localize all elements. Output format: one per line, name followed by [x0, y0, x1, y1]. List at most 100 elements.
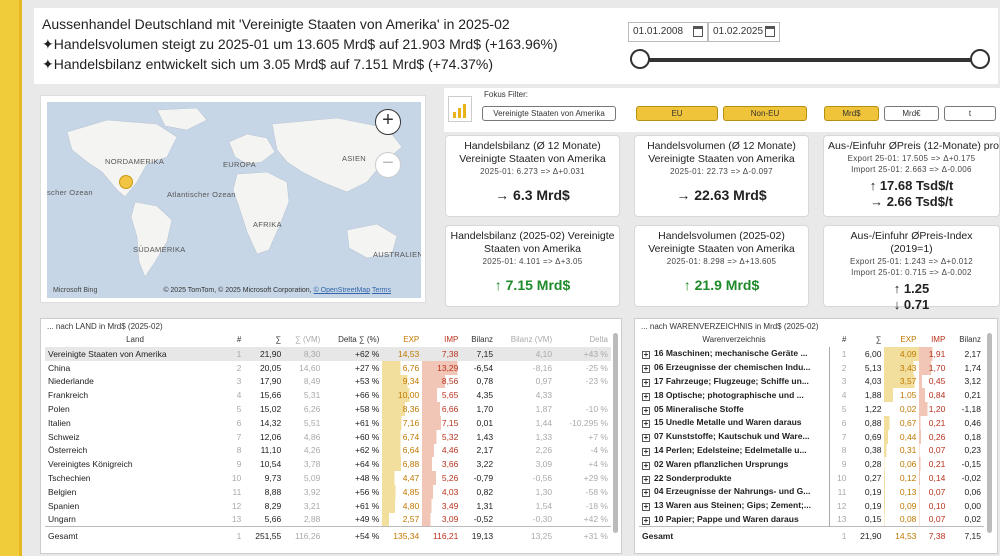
table-row[interactable]: China 2 20,05 14,60 +27 % 6,76 13,29 -6,54 -8,16…: [45, 360, 611, 375]
expand-icon[interactable]: +: [642, 460, 650, 470]
unit-eur-button[interactable]: Mrd€: [884, 106, 939, 121]
expand-icon[interactable]: +: [642, 433, 650, 443]
table-row[interactable]: +04 Erzeugnisse der Nahrungs- und G... 11…: [639, 484, 984, 499]
table-row[interactable]: Polen 5 15,02 6,26 +58 % 8,36 6,66 1,70 1,87 -10 …: [45, 402, 611, 416]
table-row[interactable]: Vereinigtes Königreich 9 10,54 3,78 +64 % 6,8…: [45, 457, 611, 472]
usa-bubble-marker[interactable]: [119, 175, 133, 189]
table-cell: 1,33: [535, 431, 553, 442]
table-cell: Ungarn: [48, 514, 76, 525]
col-sum[interactable]: ∑: [275, 334, 282, 344]
col-delta[interactable]: Delta: [589, 334, 608, 344]
table-row[interactable]: +07 Kunststoffe; Kautschuk und Ware... 7 0…: [639, 429, 984, 444]
col-sum-vm[interactable]: ∑ (VM): [295, 334, 321, 344]
zoom-out-button[interactable]: −: [375, 152, 401, 178]
country-table-scrollbar[interactable]: [613, 333, 618, 533]
unit-usd-button[interactable]: Mrd$: [824, 106, 879, 121]
terms-link[interactable]: Terms: [371, 287, 391, 294]
table-cell: 4,03: [864, 376, 882, 387]
expand-icon[interactable]: +: [642, 364, 650, 374]
col-land[interactable]: Land: [126, 334, 144, 344]
col-warenverzeichnis[interactable]: Warenverzeichnis: [702, 334, 766, 344]
osm-link[interactable]: © OpenStreetMap: [313, 287, 371, 294]
end-date-input[interactable]: 01.02.2025: [708, 22, 780, 42]
table-row[interactable]: Ungarn 13 5,66 2,88 +49 % 2,57 3,09 -0,52 -0,30 +…: [45, 512, 611, 527]
table-cell: [555, 388, 611, 402]
table-row[interactable]: +18 Optische; photographische und ... 4 1,…: [639, 388, 984, 403]
total-cell: 13,25: [496, 525, 556, 545]
table-row[interactable]: +02 Waren pflanzlichen Ursprungs 9 0,28 0,0…: [639, 457, 984, 472]
table-cell: -0,52: [473, 514, 494, 525]
table-cell: Spanien: [48, 500, 80, 511]
col-bilanz[interactable]: Bilanz: [959, 334, 981, 344]
accent-sidebar: [0, 0, 22, 556]
table-row[interactable]: +06 Erzeugnisse der chemischen Indu... 2 5…: [639, 360, 984, 375]
col-exp[interactable]: EXP: [900, 334, 917, 344]
fokus-filter-country[interactable]: Vereinigte Staaten von Amerika: [482, 106, 616, 121]
table-row[interactable]: +17 Fahrzeuge; Flugzeuge; Schiffe un... 3…: [639, 374, 984, 389]
date-slider-start-handle[interactable]: [630, 49, 650, 69]
col-bilanz-vm[interactable]: Bilanz (VM): [510, 334, 553, 344]
table-cell: 0,27: [864, 473, 882, 484]
table-cell: 4,33: [535, 390, 553, 401]
col-sum[interactable]: ∑: [875, 334, 882, 344]
table-row[interactable]: +14 Perlen; Edelsteine; Edelmetalle u...…: [639, 443, 984, 458]
expand-icon[interactable]: +: [642, 391, 650, 401]
table-cell: 14,60: [299, 362, 321, 373]
start-date-input[interactable]: 01.01.2008: [628, 22, 708, 42]
table-row[interactable]: Österreich 8 11,10 4,26 +62 % 6,64 4,46 2,17 2,2…: [45, 443, 611, 458]
table-cell: 0,45: [919, 374, 949, 389]
goods-table-scrollbar[interactable]: [987, 333, 992, 533]
table-cell: 0,15: [864, 514, 882, 525]
calendar-icon[interactable]: [765, 26, 775, 37]
col-rank[interactable]: #: [842, 334, 847, 344]
table-row[interactable]: +13 Waren aus Steinen; Gips; Zement;... 1…: [639, 498, 984, 513]
expand-icon[interactable]: +: [642, 488, 650, 498]
expand-icon[interactable]: +: [642, 377, 650, 387]
table-row[interactable]: Tschechien 10 9,73 5,09 +48 % 4,47 5,26 -0,79 -0…: [45, 471, 611, 485]
table-cell: 2,17: [964, 348, 981, 359]
table-row[interactable]: Frankreich 4 15,66 5,31 +66 % 10,00 5,65 4,35 4,…: [45, 388, 611, 403]
page-title: Aussenhandel Deutschland mit 'Vereinigte…: [42, 16, 510, 32]
col-delta-sum[interactable]: Delta ∑ (%): [338, 334, 380, 344]
table-row[interactable]: Vereinigte Staaten von Amerika 1 21,90 8,30…: [45, 347, 611, 361]
col-imp[interactable]: IMP: [444, 334, 459, 344]
filter-eu-button[interactable]: EU: [636, 106, 718, 121]
kpi-card-volume-month: Handelsvolumen (2025-02) Vereinigte Staa…: [634, 225, 809, 307]
table-row[interactable]: +05 Mineralische Stoffe 5 1,22 0,02 1,20 -1,1…: [639, 402, 984, 416]
table-row[interactable]: +22 Sonderprodukte 10 0,27 0,12 0,14 -0,02: [639, 471, 984, 485]
table-row[interactable]: Schweiz 7 12,06 4,86 +60 % 6,74 5,32 1,43 1,33 +7…: [45, 429, 611, 444]
calendar-icon[interactable]: [693, 26, 703, 37]
expand-icon[interactable]: +: [642, 474, 650, 484]
filter-non-eu-button[interactable]: Non-EU: [723, 106, 807, 121]
map-canvas[interactable]: NORDAMERIKA EUROPA ASIEN scher Ozean Atl…: [47, 102, 421, 298]
expand-icon[interactable]: +: [642, 446, 650, 456]
table-cell: 0,07: [919, 512, 949, 527]
table-row[interactable]: +16 Maschinen; mechanische Geräte ... 1 6,…: [639, 347, 984, 361]
col-exp[interactable]: EXP: [403, 334, 420, 344]
date-slider-end-handle[interactable]: [970, 49, 990, 69]
col-rank[interactable]: #: [236, 334, 242, 344]
table-row[interactable]: Spanien 12 8,29 3,21 +61 % 4,80 3,49 1,31 1,54 -1…: [45, 498, 611, 513]
expand-icon[interactable]: +: [642, 502, 650, 512]
table-row[interactable]: Belgien 11 8,88 3,92 +56 % 4,85 4,03 0,82 1,30 -5…: [45, 484, 611, 499]
table-cell: Italien: [48, 417, 71, 428]
expand-icon[interactable]: +: [642, 405, 650, 415]
table-row[interactable]: +15 Unedle Metalle und Waren daraus 6 0,88…: [639, 415, 984, 430]
col-bilanz[interactable]: Bilanz: [471, 334, 494, 344]
table-row[interactable]: Niederlande 3 17,90 8,49 +53 % 9,34 8,56 0,78 0,…: [45, 374, 611, 389]
expand-icon[interactable]: +: [642, 350, 650, 360]
table-cell: 0,06: [884, 457, 920, 472]
col-imp[interactable]: IMP: [931, 334, 946, 344]
unit-tonnes-button[interactable]: t: [944, 106, 996, 121]
table-cell: 1,74: [964, 362, 981, 373]
table-cell: 0,13: [884, 484, 920, 499]
table-cell: 0,78: [476, 376, 494, 387]
expand-icon[interactable]: +: [642, 515, 650, 525]
zoom-in-button[interactable]: +: [375, 109, 401, 135]
expand-icon[interactable]: +: [642, 419, 650, 429]
date-slider-track[interactable]: [640, 58, 982, 62]
table-row[interactable]: +10 Papier; Pappe und Waren daraus 13 0,15…: [639, 512, 984, 527]
table-cell: 2,88: [303, 514, 321, 525]
table-row[interactable]: Italien 6 14,32 5,51 +61 % 7,16 7,15 0,01 1,44 -1…: [45, 415, 611, 430]
table-cell: 8,36: [382, 402, 423, 416]
